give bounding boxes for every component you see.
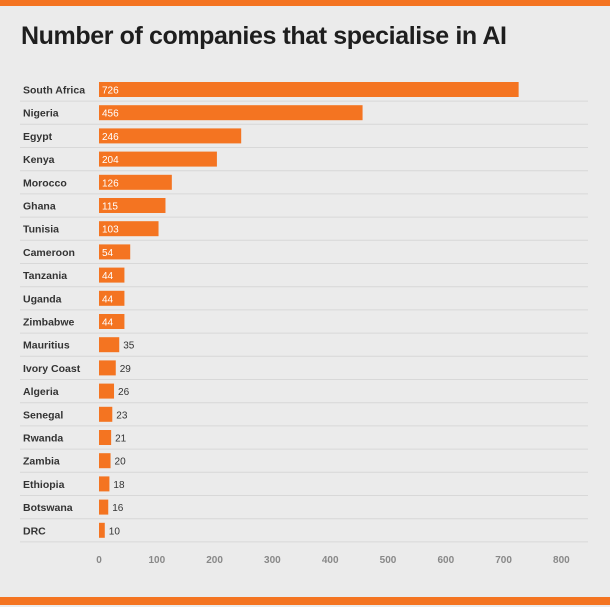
category-label-ethiopia: Ethiopia [23, 479, 65, 491]
category-label-zimbabwe: Zimbabwe [23, 317, 75, 329]
x-tick-label-200: 200 [206, 555, 223, 566]
value-label-zambia: 20 [115, 457, 127, 468]
category-label-uganda: Uganda [23, 293, 62, 305]
value-label-cameroon: 54 [102, 248, 114, 259]
category-label-ghana: Ghana [23, 201, 56, 213]
bar-drc [99, 522, 105, 538]
value-label-botswana: 16 [112, 503, 124, 514]
category-label-drc: DRC [23, 525, 46, 537]
bar-morocco [99, 174, 172, 190]
bar-senegal [99, 406, 113, 422]
category-label-egypt: Egypt [23, 131, 53, 143]
x-tick-label-100: 100 [148, 555, 165, 566]
bar-zambia [99, 453, 111, 469]
bar-tanzania [99, 267, 125, 283]
value-label-ghana: 115 [102, 202, 118, 213]
value-label-nigeria: 456 [102, 109, 119, 120]
value-label-senegal: 23 [116, 410, 128, 421]
bar-nigeria [99, 105, 363, 121]
category-label-ivory-coast: Ivory Coast [23, 363, 81, 375]
value-label-morocco: 126 [102, 178, 119, 189]
bar-rwanda [99, 430, 112, 445]
category-label-rwanda: Rwanda [23, 433, 63, 445]
x-tick-label-600: 600 [437, 555, 454, 566]
value-label-zimbabwe: 44 [102, 318, 114, 329]
x-tick-label-0: 0 [96, 555, 102, 566]
value-label-ethiopia: 18 [113, 480, 125, 491]
bar-ivory-coast [99, 360, 116, 376]
category-label-nigeria: Nigeria [23, 108, 59, 120]
x-tick-label-300: 300 [264, 555, 281, 566]
bar-kenya [99, 151, 217, 167]
bar-tunisia [99, 221, 159, 237]
value-label-kenya: 204 [102, 155, 119, 166]
value-label-tanzania: 44 [102, 271, 114, 282]
value-label-uganda: 44 [102, 294, 114, 305]
value-label-drc: 10 [109, 526, 121, 537]
bar-algeria [99, 383, 115, 399]
top-accent-bar [0, 0, 610, 6]
bar-ethiopia [99, 476, 110, 492]
bar-zimbabwe [99, 314, 125, 329]
value-label-algeria: 26 [118, 387, 130, 398]
category-label-algeria: Algeria [23, 386, 59, 398]
bar-ghana [99, 198, 166, 213]
category-label-zambia: Zambia [23, 456, 60, 468]
category-label-kenya: Kenya [23, 154, 55, 166]
category-label-cameroon: Cameroon [23, 247, 75, 259]
category-label-south-africa: South Africa [23, 85, 85, 97]
bar-mauritius [99, 337, 120, 353]
value-label-mauritius: 35 [123, 341, 135, 352]
x-tick-label-500: 500 [380, 555, 397, 566]
value-label-ivory-coast: 29 [120, 364, 132, 375]
category-label-botswana: Botswana [23, 502, 73, 514]
value-label-egypt: 246 [102, 132, 119, 143]
bar-egypt [99, 128, 242, 144]
x-tick-label-700: 700 [495, 555, 512, 566]
bar-cameroon [99, 244, 131, 260]
category-label-mauritius: Mauritius [23, 340, 70, 352]
category-label-senegal: Senegal [23, 409, 63, 421]
bar-south-africa [99, 82, 519, 97]
value-label-tunisia: 103 [102, 225, 119, 236]
category-label-morocco: Morocco [23, 177, 67, 189]
value-label-south-africa: 726 [102, 86, 119, 97]
category-label-tanzania: Tanzania [23, 270, 67, 282]
category-label-tunisia: Tunisia [23, 224, 59, 236]
x-tick-label-400: 400 [322, 555, 339, 566]
value-label-rwanda: 21 [115, 434, 127, 445]
bar-botswana [99, 499, 109, 515]
x-tick-label-800: 800 [553, 555, 570, 566]
bar-uganda [99, 290, 125, 306]
bottom-accent-bar [0, 597, 610, 605]
chart-title: Number of companies that specialise in A… [21, 22, 507, 50]
